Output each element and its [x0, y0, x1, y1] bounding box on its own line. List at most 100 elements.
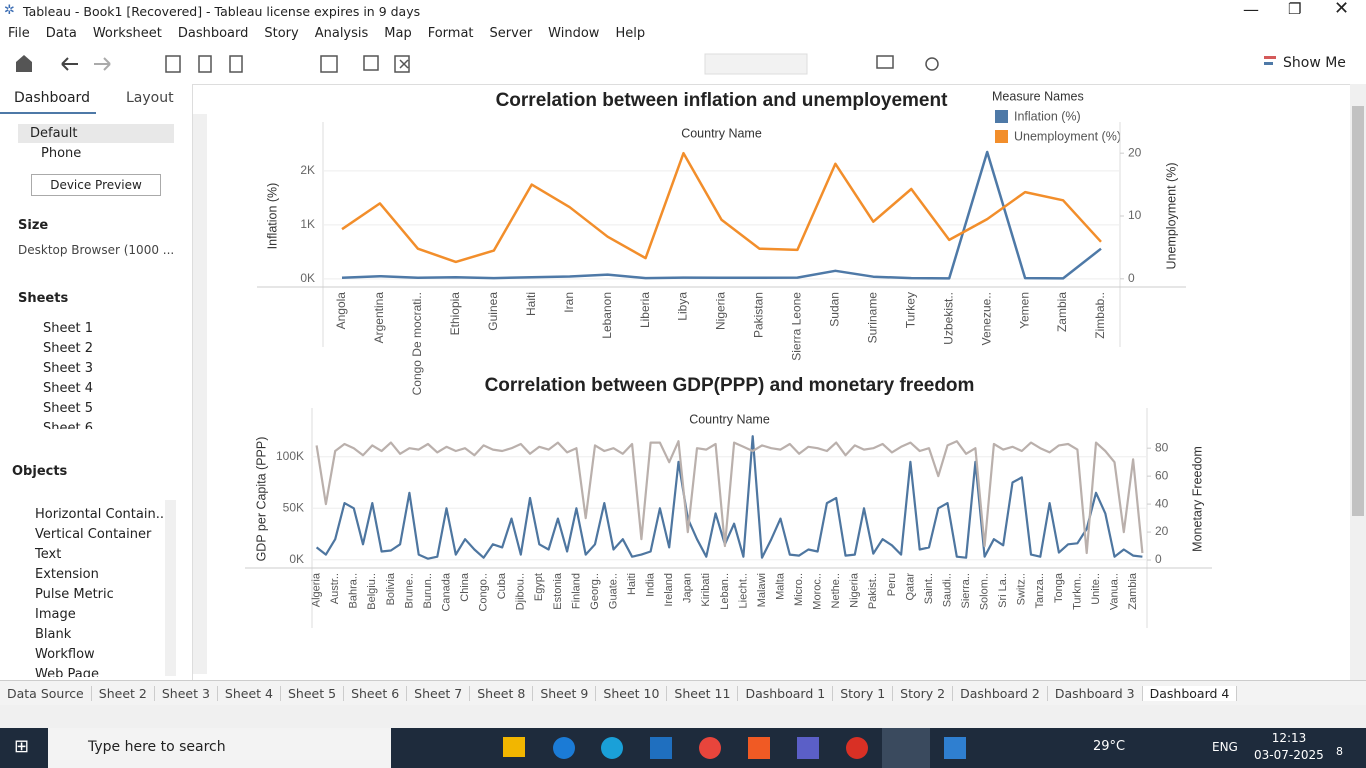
menu-item[interactable]: Help — [615, 25, 646, 41]
y2-tick-label: 40 — [1155, 496, 1169, 510]
duplicate-icon[interactable] — [363, 55, 379, 71]
sheet-tab[interactable]: Story 1 — [833, 686, 894, 701]
device[interactable]: Phone — [41, 146, 82, 161]
y-tick-label: 1K — [300, 217, 315, 231]
menu-item[interactable]: Format — [427, 25, 474, 41]
app-icon[interactable] — [503, 737, 525, 757]
close[interactable]: ✕ — [1334, 0, 1350, 19]
x-tick-label: Estonia — [552, 572, 564, 610]
sheet-tab[interactable]: Dashboard 4 — [1142, 686, 1238, 701]
save-icon[interactable] — [165, 55, 181, 73]
size-dropdown[interactable]: Desktop Browser (1000 ... — [18, 243, 175, 257]
panel-tab[interactable]: Layout — [126, 90, 174, 106]
object-item[interactable]: Horizontal Contain... — [35, 507, 169, 522]
clock-date[interactable]: 03-07-2025 — [1254, 748, 1324, 762]
line-series — [341, 151, 1102, 264]
sheet-tab[interactable]: Sheet 7 — [407, 686, 471, 701]
x-tick-label: India — [645, 572, 657, 597]
pause-icon[interactable] — [229, 55, 243, 73]
weather[interactable]: 29°C — [1093, 739, 1126, 754]
menu-item[interactable]: Worksheet — [92, 25, 162, 41]
search-box[interactable]: Type here to search — [48, 728, 391, 768]
object-item[interactable]: Web Page — [35, 667, 99, 677]
app-icon[interactable] — [797, 737, 819, 759]
chart-title: Correlation between GDP(PPP) and monetar… — [485, 375, 975, 396]
new-source-icon[interactable] — [198, 55, 212, 73]
sheet-item[interactable]: Sheet 3 — [43, 361, 93, 376]
line-series — [315, 440, 1144, 555]
clear-icon[interactable] — [394, 55, 410, 73]
menu-item[interactable]: Dashboard — [177, 25, 249, 41]
app-icon[interactable] — [699, 737, 721, 759]
language[interactable]: ENG — [1212, 740, 1238, 754]
active-app[interactable] — [882, 728, 930, 768]
x-tick-label: Turkey — [903, 292, 917, 328]
sheet-tab[interactable]: Sheet 5 — [281, 686, 345, 701]
panel-tab[interactable]: Dashboard — [14, 90, 90, 106]
presentation-icon[interactable] — [876, 55, 894, 69]
sheet-tab[interactable]: Dashboard 2 — [953, 686, 1048, 701]
sheet-tab[interactable]: Sheet 3 — [155, 686, 218, 701]
show-me-button[interactable]: Show Me — [1283, 55, 1346, 71]
sheet-tab[interactable]: Sheet 6 — [344, 686, 408, 701]
scroll-thumb[interactable] — [1352, 106, 1364, 516]
sheet-item[interactable]: Sheet 4 — [43, 381, 93, 396]
x-tick-label: Zambia — [1055, 292, 1069, 332]
menu-item[interactable]: Analysis — [314, 25, 369, 41]
sheet-tab[interactable]: Sheet 4 — [218, 686, 281, 701]
menu-item[interactable]: Map — [384, 25, 412, 41]
home-icon[interactable] — [16, 55, 32, 72]
fit-dropdown[interactable] — [704, 53, 808, 75]
new-sheet-icon[interactable] — [320, 55, 338, 73]
app-icon[interactable] — [650, 737, 672, 759]
object-item[interactable]: Blank — [35, 627, 72, 642]
show-me-icon[interactable] — [1264, 56, 1276, 59]
object-item[interactable]: Workflow — [35, 647, 95, 662]
share-icon[interactable] — [925, 57, 939, 71]
maximize[interactable]: ❐ — [1288, 0, 1302, 18]
app-icon[interactable] — [846, 737, 868, 759]
start-button[interactable]: ⊞ — [14, 736, 30, 757]
sheet-tab[interactable]: Story 2 — [893, 686, 954, 701]
device[interactable]: Default — [30, 126, 78, 141]
menu-item[interactable]: Server — [489, 25, 533, 41]
x-tick-label: Leban.. — [719, 573, 731, 610]
app-icon[interactable] — [553, 737, 575, 759]
menu-item[interactable]: Story — [264, 25, 299, 41]
clock-time[interactable]: 12:13 — [1271, 731, 1307, 745]
menu-item[interactable]: Data — [45, 25, 77, 41]
sheet-item[interactable]: Sheet 2 — [43, 341, 93, 356]
object-item[interactable]: Vertical Container — [35, 527, 152, 542]
object-item[interactable]: Extension — [35, 567, 99, 582]
sheet-item[interactable]: Sheet 1 — [43, 321, 93, 336]
object-item[interactable]: Image — [35, 607, 76, 622]
object-item[interactable]: Pulse Metric — [35, 587, 114, 602]
app-icon[interactable] — [944, 737, 966, 759]
sheet-tab[interactable]: Dashboard 1 — [738, 686, 834, 701]
minimize[interactable]: — — [1243, 0, 1259, 19]
forward-icon[interactable] — [94, 57, 111, 71]
sheet-tab[interactable]: Dashboard 3 — [1048, 686, 1143, 701]
app-icon[interactable] — [601, 737, 623, 759]
notification-count[interactable]: 8 — [1336, 745, 1343, 758]
sheet-tab[interactable]: Sheet 10 — [596, 686, 668, 701]
sheet-tab[interactable]: Sheet 2 — [92, 686, 155, 701]
sheet-tab[interactable]: Sheet 9 — [533, 686, 597, 701]
x-tick-label: Congo.. — [478, 573, 490, 612]
x-tick-label: Japan — [682, 573, 694, 603]
menu-item[interactable]: Window — [548, 25, 600, 41]
app-icon[interactable] — [748, 737, 770, 759]
y2-tick-label: 20 — [1128, 145, 1142, 159]
sheet-item[interactable]: Sheet 6 — [43, 421, 93, 429]
device-preview-button[interactable]: Device Preview — [31, 174, 161, 196]
menu-item[interactable]: File — [8, 25, 30, 41]
back-icon[interactable] — [61, 57, 78, 71]
object-item[interactable]: Text — [35, 547, 62, 562]
sheet-tab[interactable]: Sheet 8 — [470, 686, 534, 701]
x-tick-label: Zambia — [1127, 572, 1139, 610]
sheet-tab[interactable]: Sheet 11 — [667, 686, 739, 701]
sheet-item[interactable]: Sheet 5 — [43, 401, 93, 416]
sheet-tab[interactable]: Data Source — [0, 686, 92, 701]
section-heading: Size — [18, 218, 49, 233]
